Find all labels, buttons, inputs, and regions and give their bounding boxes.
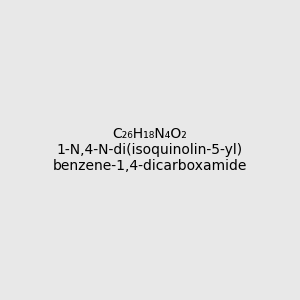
Text: C₂₆H₁₈N₄O₂
1-N,4-N-di(isoquinolin-5-yl)
benzene-1,4-dicarboxamide: C₂₆H₁₈N₄O₂ 1-N,4-N-di(isoquinolin-5-yl) … [53, 127, 247, 173]
